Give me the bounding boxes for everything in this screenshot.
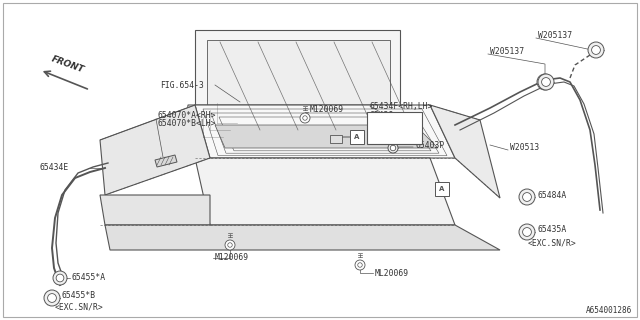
Circle shape	[538, 74, 554, 90]
Polygon shape	[215, 125, 438, 148]
Circle shape	[44, 290, 60, 306]
Text: W205137: W205137	[490, 47, 524, 57]
Circle shape	[519, 189, 535, 205]
Text: 65484A: 65484A	[537, 190, 566, 199]
Circle shape	[388, 143, 398, 153]
Circle shape	[591, 46, 600, 54]
Polygon shape	[100, 105, 210, 195]
Text: FIG.654-3: FIG.654-3	[160, 81, 204, 90]
Text: <EXC.SN/R>: <EXC.SN/R>	[528, 238, 577, 247]
Text: 65403P: 65403P	[415, 140, 444, 149]
Text: W20513: W20513	[510, 143, 540, 153]
Text: 65434E: 65434E	[40, 164, 69, 172]
Circle shape	[588, 42, 604, 58]
Bar	[435, 182, 449, 196]
Circle shape	[225, 240, 235, 250]
Circle shape	[541, 77, 550, 86]
Text: 65428: 65428	[370, 110, 394, 119]
Text: M120069: M120069	[215, 253, 249, 262]
Text: A654001286: A654001286	[586, 306, 632, 315]
Text: M120069: M120069	[310, 106, 344, 115]
Text: 65455*A: 65455*A	[72, 274, 106, 283]
Polygon shape	[195, 158, 455, 225]
Text: 65434F<RH,LH>: 65434F<RH,LH>	[370, 101, 433, 110]
Circle shape	[56, 274, 64, 282]
Circle shape	[228, 243, 232, 247]
Text: A: A	[439, 186, 445, 192]
Circle shape	[519, 224, 535, 240]
Bar	[350, 130, 364, 144]
Polygon shape	[207, 40, 390, 133]
Text: 654070*A<RH>: 654070*A<RH>	[158, 110, 216, 119]
Circle shape	[541, 77, 549, 86]
Circle shape	[303, 116, 307, 120]
Polygon shape	[430, 105, 500, 198]
Polygon shape	[155, 155, 177, 167]
Text: ML20069: ML20069	[375, 268, 409, 277]
Text: A: A	[355, 134, 360, 140]
Text: FRONT: FRONT	[51, 55, 86, 75]
Text: 654070*B<LH>: 654070*B<LH>	[158, 119, 216, 129]
Circle shape	[523, 193, 531, 201]
Text: W205137: W205137	[538, 31, 572, 41]
Polygon shape	[195, 30, 400, 145]
Circle shape	[390, 145, 396, 151]
Text: 65435A: 65435A	[537, 226, 566, 235]
Circle shape	[300, 113, 310, 123]
Text: <EXC.SN/R>: <EXC.SN/R>	[55, 302, 104, 311]
Bar	[367, 112, 422, 144]
Text: 65455*B: 65455*B	[62, 291, 96, 300]
Polygon shape	[100, 195, 210, 225]
Circle shape	[358, 263, 362, 267]
Circle shape	[53, 271, 67, 285]
Polygon shape	[105, 225, 500, 250]
Bar	[330, 135, 342, 143]
Polygon shape	[195, 105, 455, 158]
Circle shape	[523, 228, 531, 236]
Circle shape	[537, 74, 553, 90]
Circle shape	[47, 294, 56, 302]
Circle shape	[355, 260, 365, 270]
